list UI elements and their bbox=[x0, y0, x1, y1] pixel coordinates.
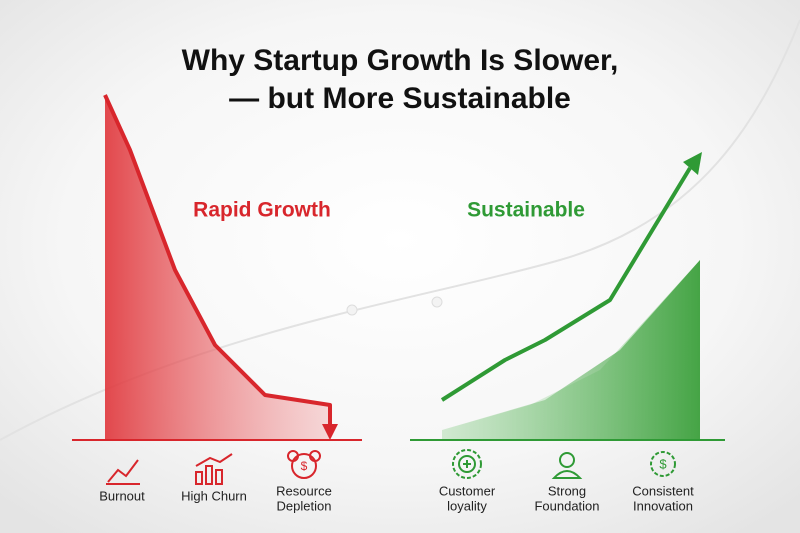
item-label: High Churn bbox=[181, 488, 247, 503]
item-label: Depletion bbox=[277, 498, 332, 513]
decor-dot bbox=[431, 296, 443, 308]
red-area bbox=[105, 95, 330, 440]
item-label: Burnout bbox=[99, 488, 145, 503]
panel-label: Rapid Growth bbox=[193, 199, 331, 222]
green-line bbox=[440, 166, 692, 402]
item-label: Consistent bbox=[632, 483, 694, 498]
item-label: Customer bbox=[439, 483, 496, 498]
icon-strong-foundation bbox=[551, 452, 583, 479]
red-arrow bbox=[322, 424, 338, 440]
item-label: Resource bbox=[276, 483, 332, 498]
title-line: — but More Sustainable bbox=[229, 82, 571, 115]
icon-burnout bbox=[106, 459, 140, 485]
red-line bbox=[103, 94, 332, 425]
icon-consistent-innovation bbox=[650, 451, 676, 477]
green-arrow bbox=[683, 152, 702, 175]
item-label: Strong bbox=[548, 483, 586, 498]
decor-dot bbox=[346, 304, 358, 316]
item-label: Foundation bbox=[534, 498, 599, 513]
icon-high-churn bbox=[195, 453, 233, 485]
icon-symbol: $ bbox=[301, 459, 308, 473]
item-label: loyality bbox=[447, 498, 487, 513]
green-area bbox=[442, 260, 700, 440]
icon-symbol: $ bbox=[659, 456, 667, 471]
icon-customer-loyality bbox=[452, 449, 482, 479]
panel-label: Sustainable bbox=[467, 199, 585, 222]
icon-resource-depletion bbox=[287, 450, 321, 479]
title-line: Why Startup Growth Is Slower, bbox=[182, 44, 619, 77]
item-label: Innovation bbox=[633, 498, 693, 513]
